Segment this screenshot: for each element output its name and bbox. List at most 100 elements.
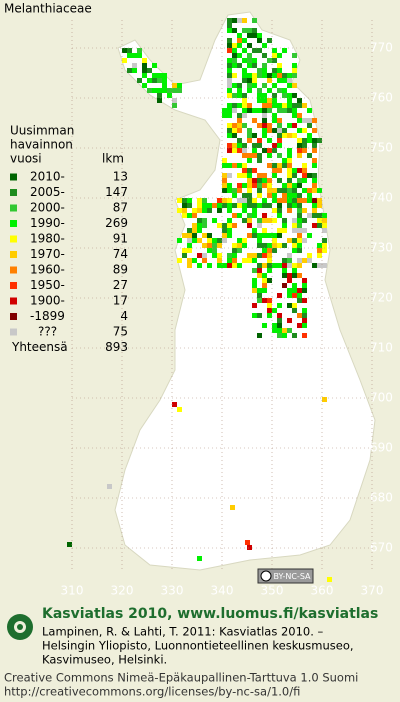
occurrence-square xyxy=(307,153,312,158)
occurrence-square xyxy=(282,108,287,113)
occurrence-square xyxy=(242,73,247,78)
occurrence-square xyxy=(277,303,282,308)
occurrence-square xyxy=(162,83,167,88)
occurrence-square xyxy=(257,253,262,258)
occurrence-square xyxy=(322,238,327,243)
occurrence-square xyxy=(312,163,317,168)
occurrence-square xyxy=(237,138,242,143)
legend-label: 2000- xyxy=(30,201,65,215)
occurrence-square xyxy=(242,108,247,113)
occurrence-square xyxy=(187,258,192,263)
occurrence-square xyxy=(267,278,272,283)
occurrence-square xyxy=(227,143,232,148)
occurrence-square xyxy=(262,178,267,183)
occurrence-square xyxy=(252,148,257,153)
occurrence-square xyxy=(287,293,292,298)
occurrence-square xyxy=(187,238,192,243)
occurrence-square xyxy=(232,253,237,258)
occurrence-square xyxy=(247,168,252,173)
occurrence-square xyxy=(297,293,302,298)
occurrence-square xyxy=(177,198,182,203)
occurrence-square xyxy=(247,188,252,193)
occurrence-square xyxy=(277,68,282,73)
occurrence-square xyxy=(297,178,302,183)
legend-count: 13 xyxy=(113,170,128,184)
occurrence-square xyxy=(272,53,277,58)
occurrence-square xyxy=(312,223,317,228)
occurrence-square xyxy=(202,253,207,258)
occurrence-square xyxy=(217,258,222,263)
occurrence-square xyxy=(227,128,232,133)
occurrence-square xyxy=(277,333,282,338)
occurrence-square xyxy=(277,123,282,128)
occurrence-square xyxy=(157,78,162,83)
occurrence-square xyxy=(242,163,247,168)
occurrence-square xyxy=(202,243,207,248)
occurrence-square xyxy=(202,218,207,223)
legend-total-label: Yhteensä xyxy=(11,340,68,354)
legend-count-heading: lkm xyxy=(102,152,124,166)
occurrence-square xyxy=(237,183,242,188)
occurrence-square xyxy=(252,108,257,113)
occurrence-square xyxy=(287,208,292,213)
occurrence-square xyxy=(317,243,322,248)
occurrence-square xyxy=(257,158,262,163)
occurrence-square xyxy=(302,118,307,123)
occurrence-square xyxy=(297,98,302,103)
occurrence-square xyxy=(232,128,237,133)
occurrence-square xyxy=(237,163,242,168)
occurrence-square xyxy=(272,208,277,213)
occurrence-square xyxy=(277,118,282,123)
occurrence-square xyxy=(177,83,182,88)
occurrence-square xyxy=(222,108,227,113)
occurrence-square xyxy=(257,193,262,198)
occurrence-square xyxy=(147,88,152,93)
occurrence-square xyxy=(192,233,197,238)
occurrence-square xyxy=(297,288,302,293)
occurrence-square xyxy=(277,293,282,298)
occurrence-square xyxy=(232,48,237,53)
occurrence-square xyxy=(227,183,232,188)
occurrence-square xyxy=(142,58,147,63)
occurrence-square xyxy=(227,103,232,108)
occurrence-square xyxy=(257,333,262,338)
occurrence-square xyxy=(297,208,302,213)
occurrence-square xyxy=(227,18,232,23)
occurrence-square xyxy=(162,78,167,83)
occurrence-square xyxy=(262,108,267,113)
occurrence-square xyxy=(247,178,252,183)
occurrence-square xyxy=(302,138,307,143)
occurrence-square xyxy=(262,128,267,133)
occurrence-square xyxy=(317,248,322,253)
occurrence-square xyxy=(277,323,282,328)
occurrence-square xyxy=(317,198,322,203)
occurrence-square xyxy=(302,168,307,173)
occurrence-square xyxy=(232,53,237,58)
occurrence-square xyxy=(267,243,272,248)
occurrence-square xyxy=(317,188,322,193)
occurrence-square xyxy=(227,163,232,168)
occurrence-square xyxy=(237,198,242,203)
occurrence-square xyxy=(232,43,237,48)
occurrence-square xyxy=(242,98,247,103)
x-tick-label: 320 xyxy=(111,584,134,598)
occurrence-square xyxy=(152,88,157,93)
legend-label: 1950- xyxy=(30,278,65,292)
occurrence-square xyxy=(312,128,317,133)
occurrence-square xyxy=(272,173,277,178)
occurrence-square xyxy=(227,48,232,53)
occurrence-square xyxy=(252,228,257,233)
occurrence-square xyxy=(277,108,282,113)
occurrence-square xyxy=(252,83,257,88)
occurrence-square xyxy=(237,33,242,38)
occurrence-square xyxy=(312,198,317,203)
occurrence-square xyxy=(227,148,232,153)
occurrence-square xyxy=(267,88,272,93)
occurrence-square xyxy=(297,113,302,118)
legend-heading: vuosi xyxy=(10,152,42,166)
occurrence-square xyxy=(302,163,307,168)
occurrence-square xyxy=(127,48,132,53)
occurrence-square xyxy=(222,228,227,233)
occurrence-square xyxy=(187,243,192,248)
occurrence-square xyxy=(262,83,267,88)
